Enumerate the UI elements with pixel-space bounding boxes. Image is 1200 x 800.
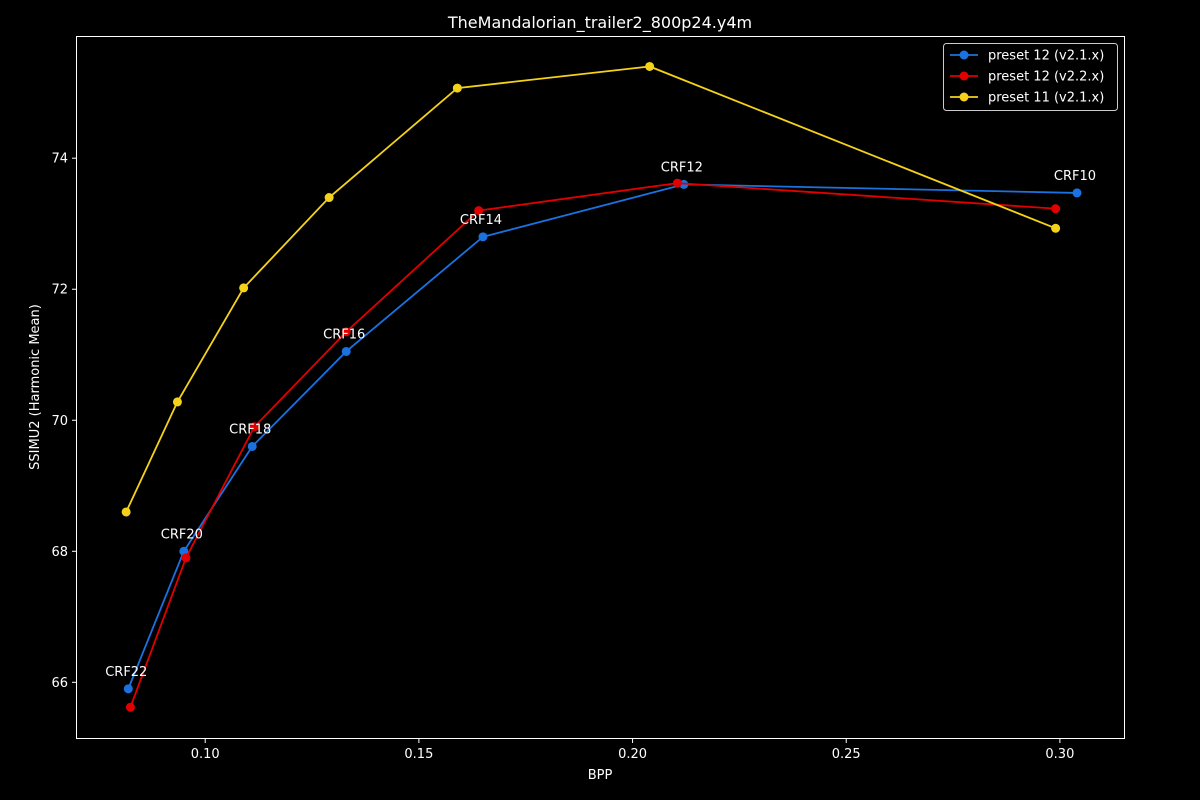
- legend-box: [943, 43, 1118, 111]
- data-point: [1051, 223, 1061, 233]
- data-point: [121, 507, 131, 517]
- x-tick-label: 0.10: [191, 747, 220, 762]
- data-point: [341, 327, 351, 337]
- legend-label: preset 12 (v2.2.x): [988, 70, 1104, 85]
- y-tick-label: 72: [51, 283, 68, 298]
- y-tick-label: 74: [51, 152, 68, 167]
- crf-annotation: CRF16: [323, 327, 365, 342]
- y-tick-label: 66: [51, 676, 68, 691]
- data-point: [324, 193, 334, 203]
- data-point: [247, 441, 257, 451]
- data-point: [645, 61, 655, 71]
- legend-label: preset 12 (v2.1.x): [988, 49, 1104, 64]
- legend-swatch-marker: [959, 50, 969, 60]
- y-axis: 66 68 70 72 74: [51, 152, 77, 691]
- chart-title: TheMandalorian_trailer2_800p24.y4m: [447, 13, 752, 33]
- plot-area: [76, 36, 1125, 739]
- data-point: [341, 346, 351, 356]
- legend-label: preset 11 (v2.1.x): [988, 91, 1104, 106]
- legend-item: preset 11 (v2.1.x): [950, 91, 1104, 106]
- legend: preset 12 (v2.1.x) preset 12 (v2.2.x) pres…: [943, 43, 1118, 111]
- x-tick-label: 0.15: [404, 747, 433, 762]
- y-axis-label: SSIMU2 (Harmonic Mean): [28, 304, 43, 470]
- series-layer: [121, 61, 1082, 712]
- crf-annotation: CRF12: [661, 160, 703, 175]
- crf-annotation: CRF18: [229, 422, 271, 437]
- data-point: [172, 397, 182, 407]
- data-point: [478, 232, 488, 242]
- crf-annotation: CRF10: [1054, 169, 1096, 184]
- data-point: [123, 684, 133, 694]
- crf-annotation: CRF20: [161, 527, 203, 542]
- x-axis-label: BPP: [588, 768, 613, 783]
- x-tick-label: 0.25: [832, 747, 861, 762]
- x-tick-label: 0.30: [1045, 747, 1074, 762]
- y-tick-label: 68: [51, 545, 68, 560]
- series-line: [125, 65, 1056, 513]
- data-point: [181, 553, 191, 563]
- series-2: [125, 178, 1061, 712]
- legend-swatch-marker: [959, 92, 969, 102]
- data-point: [452, 83, 462, 93]
- data-point: [1072, 188, 1082, 198]
- data-point: [239, 283, 249, 293]
- annotation-layer: CRF22 CRF20 CRF18 CRF16 CRF14 CRF12 CRF10: [105, 160, 1096, 679]
- data-point: [125, 702, 135, 712]
- series-3: [121, 61, 1061, 517]
- data-point: [474, 206, 484, 216]
- x-tick-label: 0.20: [618, 747, 647, 762]
- y-tick-label: 70: [51, 414, 68, 429]
- legend-swatch-marker: [959, 71, 969, 81]
- crf-annotation: CRF14: [460, 213, 502, 228]
- data-point: [1051, 204, 1061, 214]
- crf-annotation: CRF22: [105, 665, 147, 680]
- data-point: [249, 422, 259, 432]
- legend-item: preset 12 (v2.2.x): [950, 70, 1104, 85]
- legend-item: preset 12 (v2.1.x): [950, 49, 1104, 64]
- x-axis: 0.10 0.15 0.20 0.25 0.30: [191, 738, 1074, 762]
- data-point: [672, 178, 682, 188]
